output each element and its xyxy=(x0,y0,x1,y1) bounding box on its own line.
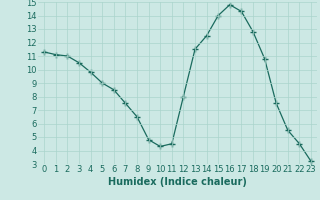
X-axis label: Humidex (Indice chaleur): Humidex (Indice chaleur) xyxy=(108,177,247,187)
